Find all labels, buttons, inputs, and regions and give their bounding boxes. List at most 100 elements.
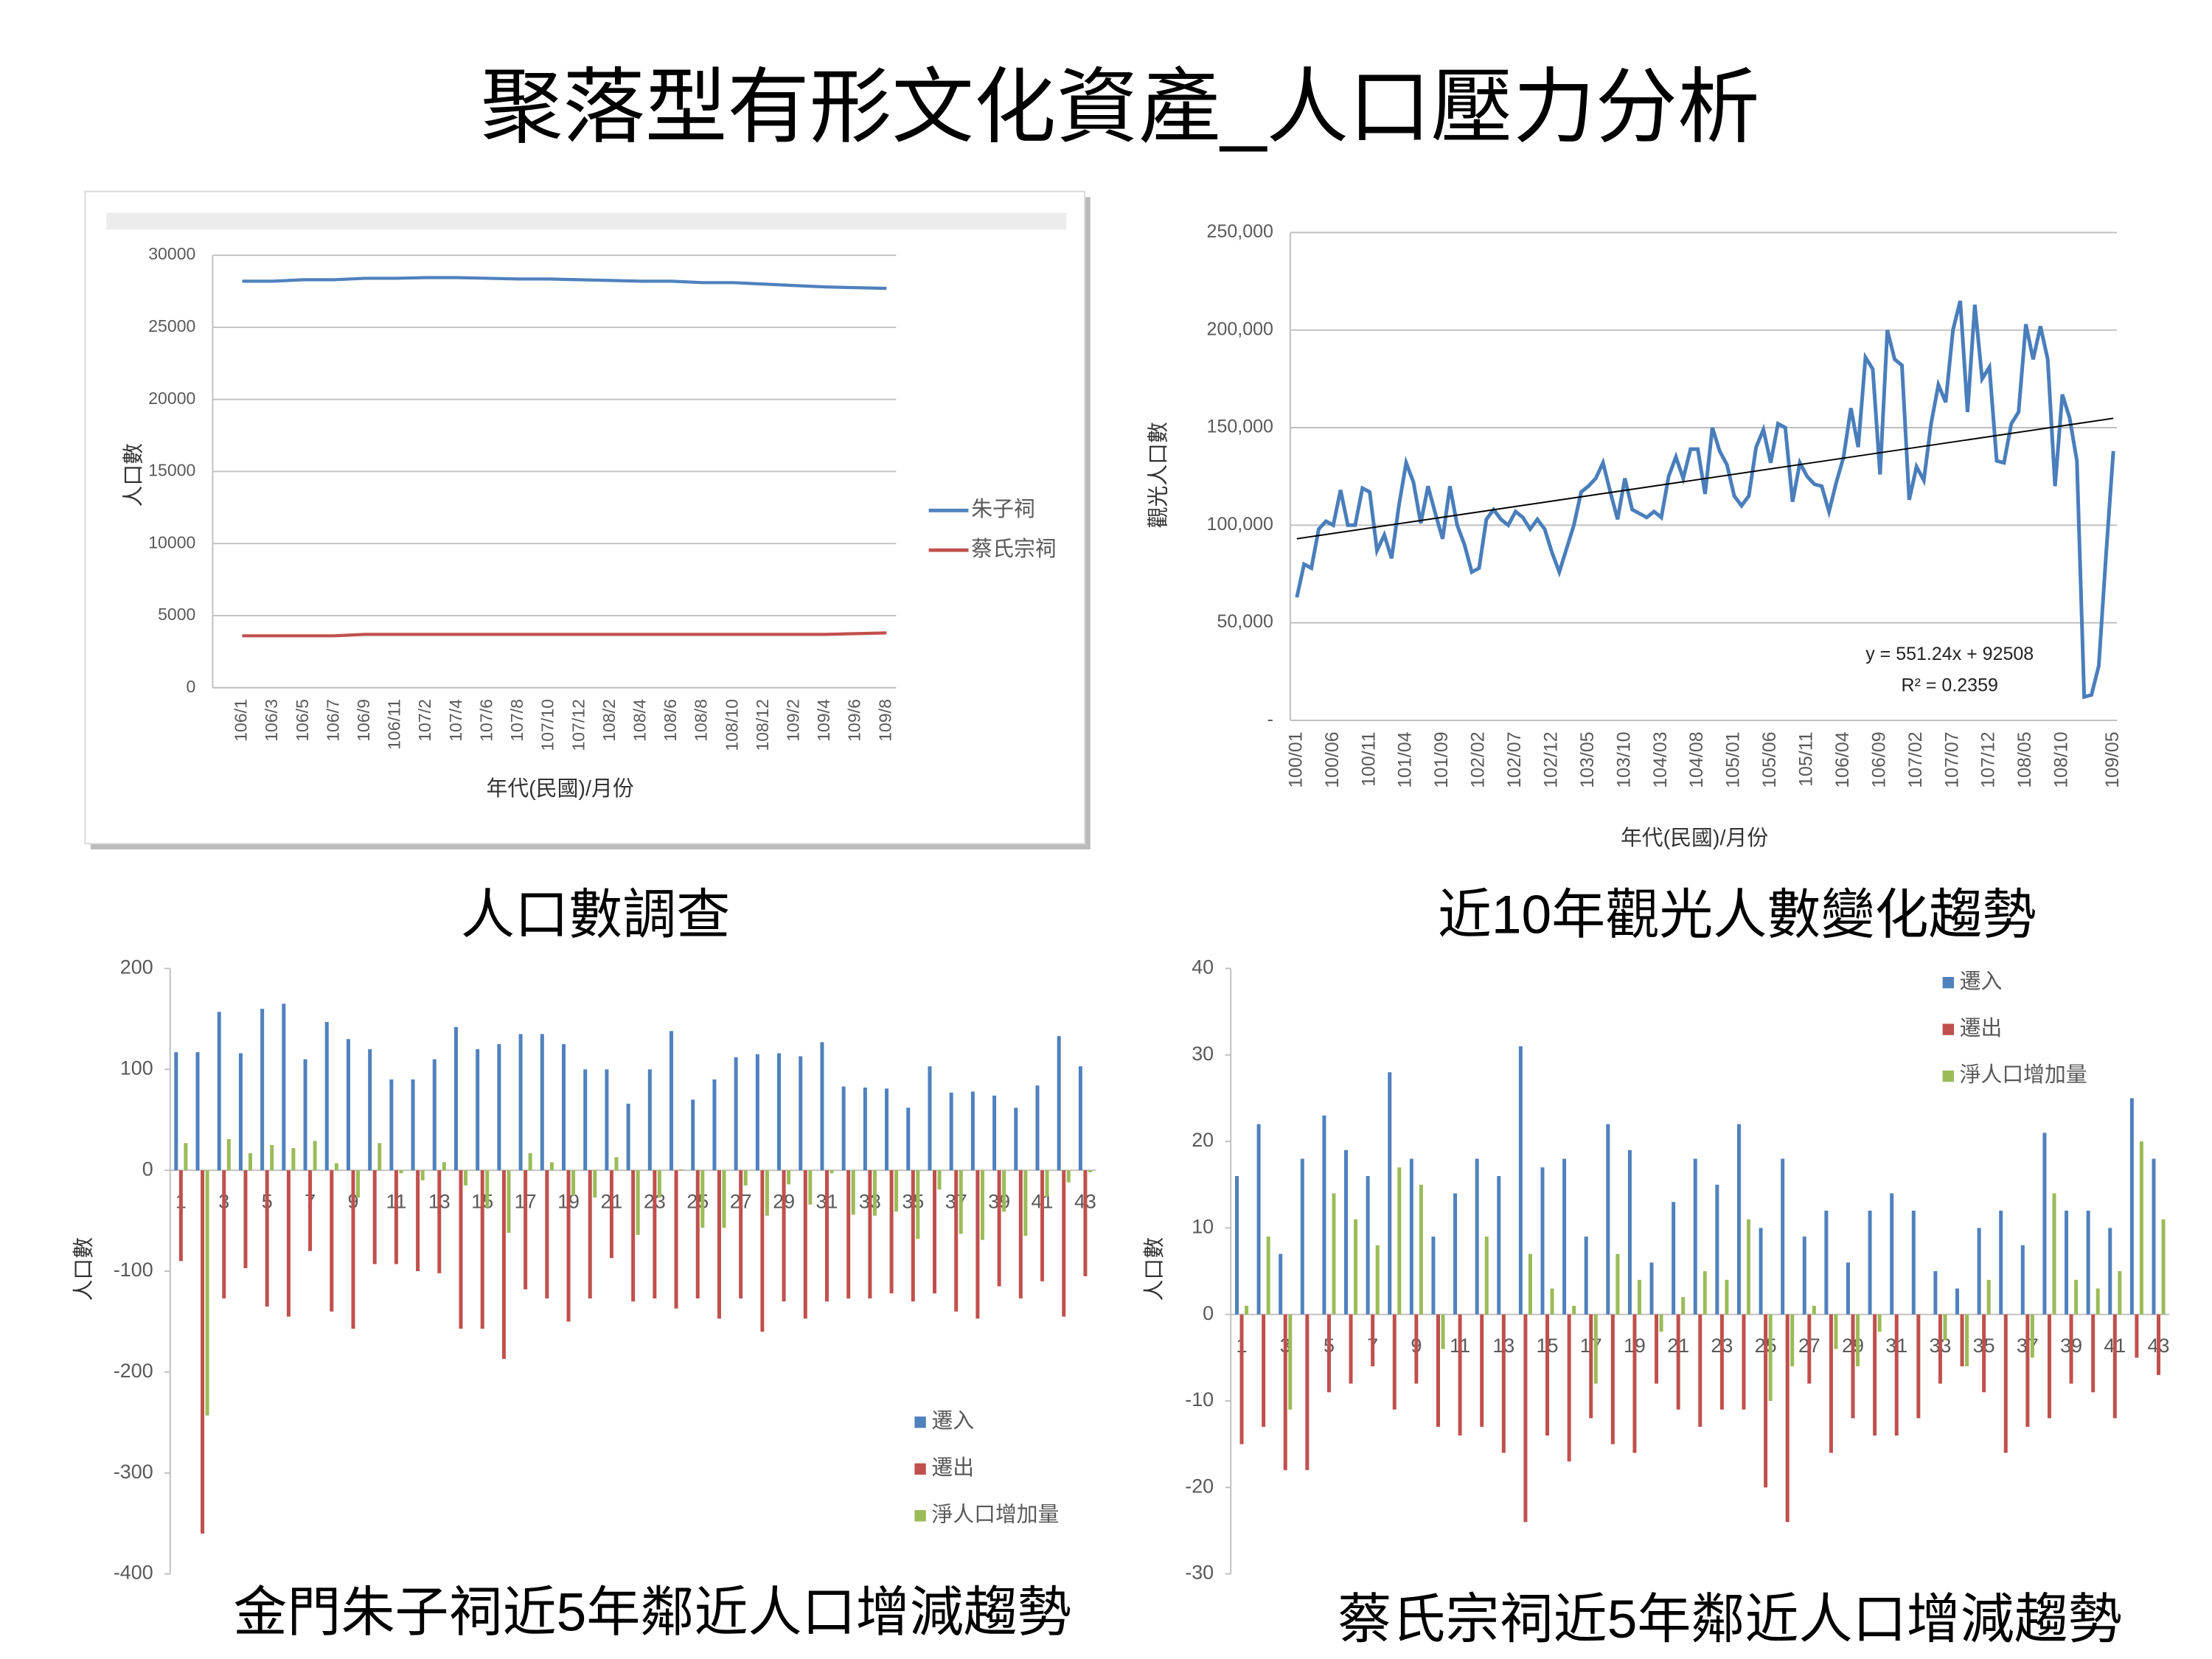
bar: [1392, 1314, 1397, 1410]
bar: [1856, 1314, 1860, 1367]
bar: [1528, 1253, 1532, 1315]
bar: [928, 1066, 932, 1171]
x-tick-label: 106/1: [232, 699, 251, 742]
bar: [1916, 1314, 1921, 1419]
bar: [1834, 1314, 1838, 1349]
bar: [2047, 1314, 2051, 1419]
bar: [1790, 1314, 1795, 1367]
bar: [2152, 1158, 2156, 1315]
x-tick-label: 101/04: [1395, 731, 1416, 788]
bar: [282, 1004, 286, 1171]
legend-label: 遷出: [1960, 1017, 2003, 1040]
bar: [1397, 1167, 1402, 1315]
bar: [1283, 1314, 1287, 1470]
bar: [2003, 1314, 2008, 1453]
bar: [351, 1170, 355, 1329]
bar: [2157, 1314, 2161, 1375]
bar: [1593, 1314, 1598, 1384]
bar: [1279, 1253, 1283, 1315]
bar: [1453, 1193, 1458, 1315]
bar: [1781, 1158, 1785, 1315]
bar: [669, 1031, 674, 1171]
x-tick-label: 103/05: [1577, 731, 1598, 787]
bar: [653, 1170, 657, 1298]
x-tick-label: 101/09: [1431, 731, 1452, 787]
bar: [1480, 1314, 1484, 1427]
bar: [1584, 1237, 1588, 1315]
bar: [1550, 1288, 1554, 1315]
bar: [334, 1163, 338, 1171]
bar: [2161, 1219, 2166, 1315]
x-tick-label: 105/11: [1796, 731, 1817, 787]
bar: [501, 1170, 506, 1360]
x-tick-label: 107/10: [538, 699, 557, 751]
bar: [399, 1170, 403, 1174]
bar: [975, 1170, 980, 1319]
bar: [1610, 1314, 1615, 1444]
y-tick-label: 200: [120, 956, 153, 978]
bar: [2042, 1133, 2047, 1315]
bar: [497, 1044, 501, 1171]
bar: [1637, 1279, 1641, 1315]
bar: [540, 1034, 544, 1171]
bar: [2020, 1245, 2025, 1315]
y-tick-label: -10: [1185, 1388, 1214, 1411]
bar: [657, 1170, 661, 1198]
bar: [1802, 1237, 1806, 1315]
chart-panel: [84, 190, 1086, 845]
line-series: [242, 276, 887, 291]
bar: [583, 1069, 588, 1171]
bar: [1484, 1237, 1489, 1315]
y-tick-label: -20: [1185, 1475, 1214, 1497]
bar: [1562, 1158, 1567, 1315]
bar: [691, 1099, 695, 1171]
bar: [1300, 1158, 1304, 1315]
bar: [894, 1170, 899, 1212]
x-tick-label: 100/11: [1358, 731, 1379, 787]
x-tick-label: 106/7: [323, 699, 342, 742]
bar: [1943, 1314, 1947, 1340]
bar: [1344, 1150, 1349, 1315]
bar: [562, 1044, 566, 1171]
bar: [830, 1170, 834, 1174]
y-tick-label: 0: [142, 1158, 153, 1180]
x-tick-label: 108/6: [661, 699, 680, 742]
bar: [1501, 1314, 1506, 1453]
bar: [674, 1170, 678, 1309]
bar: [1014, 1107, 1018, 1171]
bar: [906, 1107, 911, 1171]
legend-swatch: [914, 1416, 926, 1428]
bar: [679, 1169, 684, 1171]
bar: [1266, 1237, 1270, 1315]
x-tick-label: 106/9: [354, 699, 373, 742]
bar: [549, 1162, 554, 1171]
x-tick-label: 109/4: [814, 699, 833, 742]
bar: [260, 1009, 265, 1171]
legend-label: 淨人口增加量: [931, 1503, 1059, 1526]
bar: [1002, 1170, 1006, 1212]
bar: [378, 1143, 382, 1171]
bar: [1873, 1314, 1877, 1436]
bar: [803, 1170, 807, 1319]
x-tick-label: 107/8: [507, 699, 526, 742]
bar: [1083, 1170, 1088, 1276]
trend-equation: y = 551.24x + 92508: [1865, 644, 2034, 664]
bar: [1023, 1170, 1028, 1237]
legend-label: 遷出: [931, 1456, 974, 1480]
x-tick-label: 102/07: [1504, 731, 1525, 787]
x-tick-label: 105/01: [1723, 731, 1744, 787]
legend-swatch: [1942, 977, 1954, 989]
bar: [442, 1162, 446, 1171]
bar: [2052, 1193, 2056, 1315]
bar: [851, 1170, 855, 1215]
bar: [1890, 1193, 1894, 1315]
x-tick-label: 107/12: [568, 699, 588, 751]
bar: [739, 1170, 743, 1298]
bar: [1589, 1314, 1593, 1419]
y-tick-label: 20: [1192, 1129, 1214, 1151]
bar: [1066, 1170, 1071, 1183]
bar: [217, 1012, 221, 1171]
bar: [2129, 1098, 2134, 1315]
bar: [1414, 1314, 1419, 1384]
bar: [2065, 1210, 2069, 1315]
